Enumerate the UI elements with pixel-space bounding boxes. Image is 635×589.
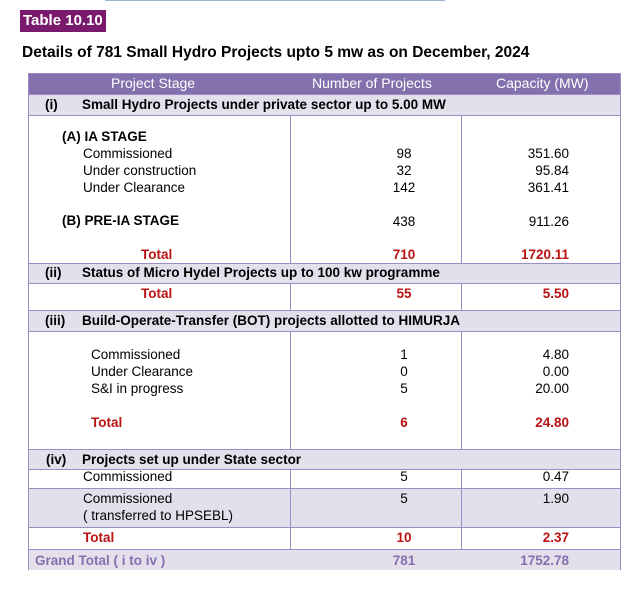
- section-i-number: (i): [45, 97, 58, 112]
- rule: [29, 94, 620, 95]
- row-capacity: 0.47: [542, 469, 569, 484]
- grand-total-number: 781: [392, 553, 416, 568]
- section-i-total-capacity: 1720.11: [520, 247, 569, 262]
- section-iv-title: Projects set up under State sector: [82, 452, 302, 467]
- grand-total-capacity: 1752.78: [520, 553, 569, 568]
- column-rule: [461, 115, 462, 263]
- row-capacity: 4.80: [542, 347, 569, 362]
- rule: [29, 488, 620, 489]
- column-rule: [461, 331, 462, 449]
- column-rule: [290, 283, 291, 310]
- table-label: Table 10.10: [20, 10, 106, 32]
- section-i-total-number: 710: [392, 247, 416, 262]
- section-iv-total-number: 10: [396, 530, 412, 545]
- section-iii-title: Build-Operate-Transfer (BOT) projects al…: [82, 313, 461, 328]
- rule: [29, 549, 620, 550]
- row-number: 5: [400, 491, 408, 506]
- section-ii-total-number: 55: [396, 286, 412, 301]
- grand-total-label: Grand Total ( i to iv ): [35, 553, 166, 568]
- section-iii-total-capacity: 24.80: [535, 415, 569, 430]
- col-capacity: Capacity (MW): [496, 75, 589, 91]
- row-number: 142: [392, 180, 416, 195]
- section-iv-total-label: Total: [83, 530, 115, 545]
- section-ii-number: (ii): [45, 265, 62, 280]
- row-number: 98: [396, 146, 412, 161]
- section-ii-total-label: Total: [141, 286, 173, 301]
- row-label: Commissioned: [83, 469, 173, 484]
- section-iv-number: (iv): [46, 452, 67, 467]
- rule: [29, 449, 620, 450]
- row-capacity: 361.41: [527, 180, 569, 195]
- row-label: S&I in progress: [91, 381, 184, 396]
- section-i-total-label: Total: [141, 247, 173, 262]
- section-ii-band: [29, 263, 620, 283]
- row-number: 32: [396, 163, 412, 178]
- pre-ia-number: 438: [392, 214, 416, 229]
- row-number: 5: [400, 469, 408, 484]
- table-header: Project Stage Number of Projects Capacit…: [29, 74, 620, 94]
- section-iv-total-capacity: 2.37: [542, 530, 569, 545]
- row-label: Commissioned: [83, 146, 173, 161]
- column-rule: [290, 331, 291, 449]
- rule: [29, 527, 620, 528]
- column-rule: [290, 115, 291, 263]
- section-ii-title: Status of Micro Hydel Projects up to 100…: [82, 265, 440, 280]
- grand-total-band: [29, 549, 620, 570]
- column-rule: [461, 469, 462, 549]
- row-capacity: 1.90: [542, 491, 569, 506]
- table-title: Details of 781 Small Hydro Projects upto…: [22, 44, 530, 61]
- hydro-projects-table: Project Stage Number of Projects Capacit…: [28, 73, 621, 570]
- section-i-band: [29, 94, 620, 115]
- row-capacity: 95.84: [535, 163, 569, 178]
- pre-ia-capacity: 911.26: [528, 214, 569, 229]
- pre-ia-stage-label: (B) PRE-IA STAGE: [62, 213, 179, 228]
- top-rule: [105, 0, 445, 1]
- rule: [29, 283, 620, 284]
- ia-stage-heading: (A) IA STAGE: [62, 129, 147, 144]
- section-iv-row2-band: [29, 488, 620, 527]
- row-number: 0: [400, 364, 408, 379]
- col-number-of-projects: Number of Projects: [312, 75, 432, 91]
- rule: [29, 469, 620, 470]
- row-number: 1: [400, 347, 408, 362]
- section-iv-band: [29, 449, 620, 469]
- col-project-stage: Project Stage: [111, 75, 196, 91]
- row-sub-label: ( transferred to HPSEBL): [83, 508, 234, 523]
- rule: [29, 115, 620, 116]
- section-i-title: Small Hydro Projects under private secto…: [82, 97, 446, 112]
- section-iii-total-number: 6: [400, 415, 408, 430]
- row-number: 5: [400, 381, 408, 396]
- row-label: Under construction: [83, 163, 197, 178]
- rule: [29, 310, 620, 311]
- rule: [29, 331, 620, 332]
- row-label: Commissioned: [83, 491, 173, 506]
- row-label: Under Clearance: [83, 180, 186, 195]
- column-rule: [461, 283, 462, 310]
- row-capacity: 0.00: [542, 364, 569, 379]
- section-iii-band: [29, 310, 620, 331]
- row-label: Under Clearance: [91, 364, 194, 379]
- rule: [29, 263, 620, 264]
- row-capacity: 351.60: [527, 146, 569, 161]
- section-iii-total-label: Total: [91, 415, 123, 430]
- column-rule: [290, 469, 291, 549]
- section-ii-total-capacity: 5.50: [542, 286, 569, 301]
- row-label: Commissioned: [91, 347, 181, 362]
- row-capacity: 20.00: [535, 381, 569, 396]
- section-iii-number: (iii): [45, 313, 66, 328]
